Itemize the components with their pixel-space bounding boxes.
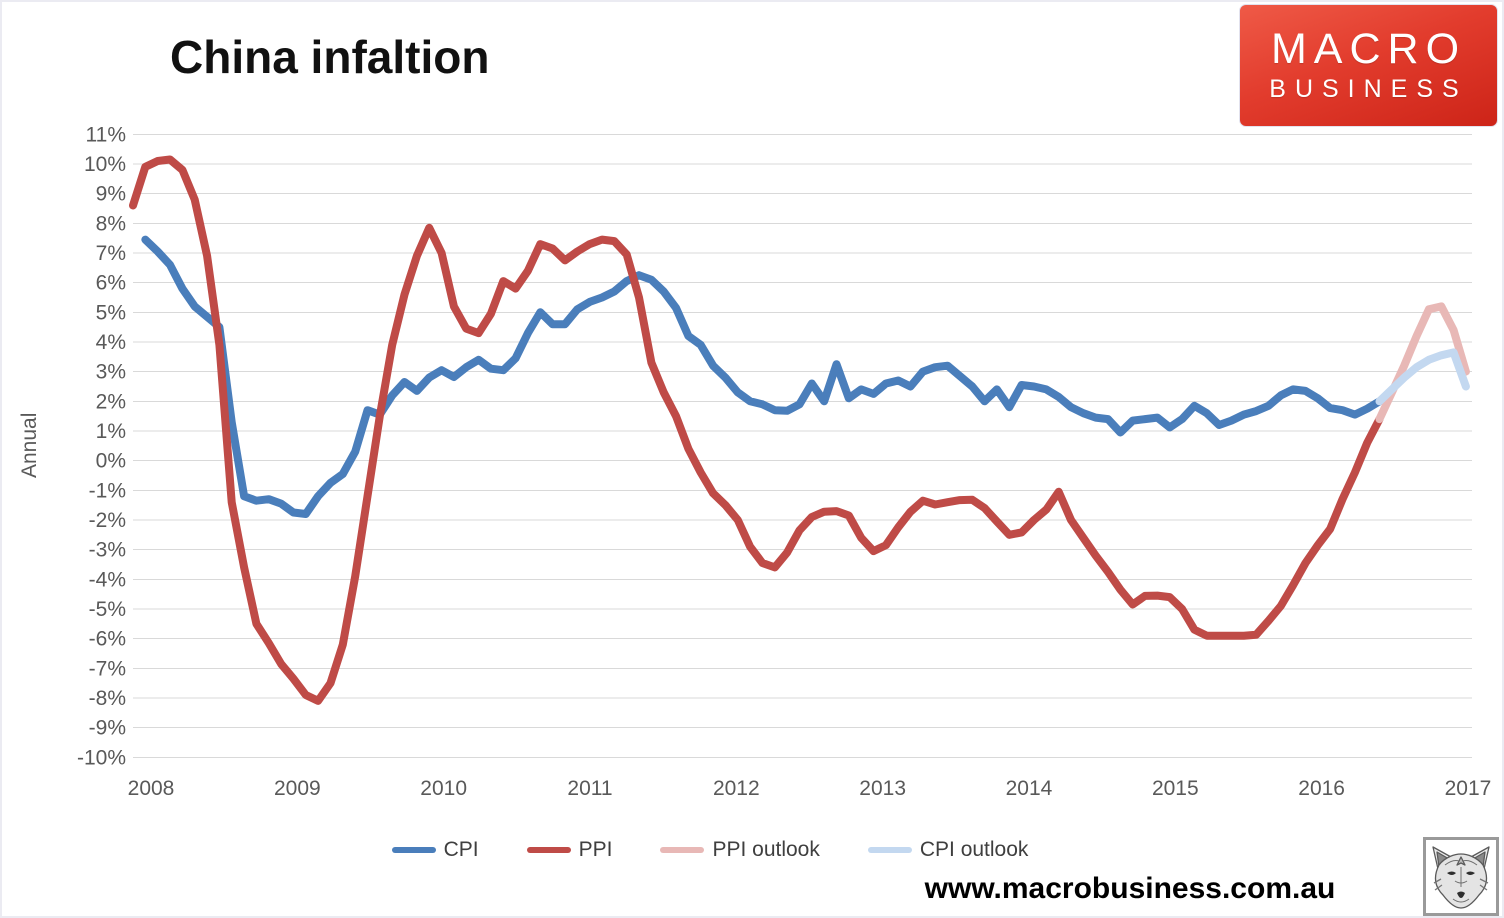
y-tick-label: 11% (86, 123, 126, 146)
wolf-sketch-icon (1432, 846, 1490, 909)
legend-swatch-icon (526, 847, 571, 853)
chart-title: China infaltion (170, 31, 490, 83)
website-url: www.macrobusiness.com.au (924, 872, 1336, 905)
y-tick-label: 8% (96, 212, 126, 235)
logo-line2: BUSINESS (1269, 74, 1468, 103)
y-tick-label: 4% (96, 331, 126, 354)
y-tick-label: -2% (89, 509, 126, 532)
legend-label: PPI outlook (712, 838, 820, 861)
legend-item-cpi: CPI (391, 838, 479, 862)
y-axis-title: Annual (18, 412, 41, 478)
chart-legend: CPI PPI PPI outlook CPI outlook (0, 838, 1420, 862)
macrobusiness-logo: MACRO BUSINESS (1239, 4, 1498, 127)
legend-label: CPI outlook (919, 838, 1029, 861)
legend-item-cpi-outlook: CPI outlook (867, 838, 1029, 862)
y-tick-label: -10% (77, 746, 126, 769)
y-tick-label: -9% (89, 717, 126, 740)
y-tick-label: -3% (89, 539, 126, 562)
y-tick-label: 1% (96, 420, 126, 443)
y-tick-label: 6% (96, 272, 126, 295)
y-tick-label: -8% (89, 687, 126, 710)
legend-item-ppi: PPI (526, 838, 613, 862)
legend-label: CPI (443, 838, 479, 861)
x-tick-label-2013: 2013 (859, 777, 906, 800)
y-tick-label: 7% (96, 242, 126, 265)
legend-swatch-icon (391, 847, 436, 853)
x-tick-label-2014: 2014 (1006, 777, 1053, 800)
y-tick-label: 9% (96, 183, 126, 206)
y-tick-label: 10% (84, 153, 126, 176)
x-tick-label-2012: 2012 (713, 777, 760, 800)
y-tick-label: 0% (96, 450, 126, 473)
y-tick-label: -1% (89, 479, 126, 502)
x-tick-label-2010: 2010 (420, 777, 467, 800)
y-tick-label: -5% (89, 598, 126, 621)
y-tick-label: -7% (89, 657, 126, 680)
legend-item-ppi-outlook: PPI outlook (660, 838, 820, 862)
x-tick-label-2009: 2009 (274, 777, 321, 800)
y-tick-label: 2% (96, 390, 126, 413)
y-tick-label: -4% (89, 568, 126, 591)
logo-line1: MACRO (1270, 24, 1467, 73)
wolf-logo-frame (1423, 837, 1499, 916)
y-tick-label: 5% (96, 301, 126, 324)
x-tick-label-2008: 2008 (128, 777, 175, 800)
legend-swatch-icon (867, 847, 912, 853)
x-tick-label-2015: 2015 (1152, 777, 1199, 800)
y-tick-label: 3% (96, 361, 126, 384)
legend-swatch-icon (660, 847, 705, 853)
x-tick-label-2016: 2016 (1298, 777, 1345, 800)
y-tick-label: -6% (89, 628, 126, 651)
ppi-line (129, 155, 1384, 705)
cpi-line (141, 235, 1384, 518)
x-tick-label-2017: 2017 (1445, 777, 1492, 800)
cpi-outlook-line (1375, 348, 1470, 406)
legend-label: PPI (578, 838, 613, 861)
x-tick-label-2011: 2011 (567, 777, 612, 800)
